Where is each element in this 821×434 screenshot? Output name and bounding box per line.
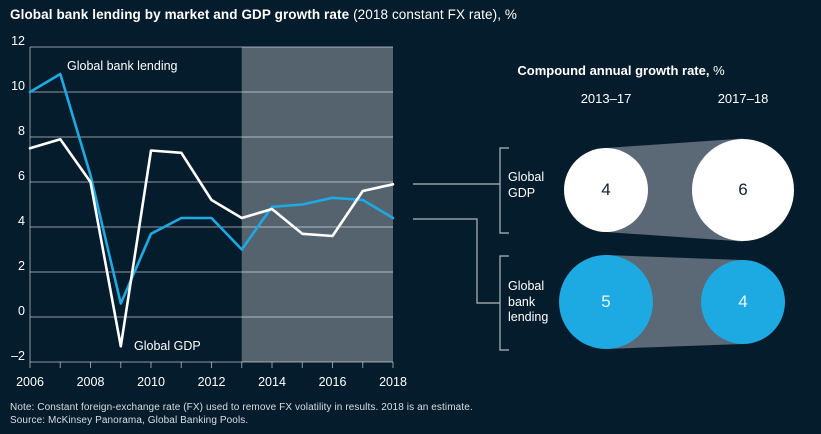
x-axis-label: 2018	[379, 375, 407, 389]
column-header-2017-18: 2017–18	[717, 91, 769, 106]
bracket-lending	[499, 255, 509, 351]
x-axis-label: 2012	[197, 375, 226, 389]
y-axis-label: 8	[18, 124, 25, 138]
y-axis-label: 0	[18, 304, 25, 318]
cagr-value: 6	[738, 179, 748, 199]
column-header-2013-17: 2013–17	[580, 91, 632, 106]
gdp-line-label: Global GDP	[134, 339, 201, 353]
cagr-value: 4	[601, 180, 611, 199]
cagr-value: 5	[601, 291, 611, 311]
x-axis-label: 2014	[258, 375, 286, 389]
lending-line	[28, 72, 395, 305]
lending-line-label: Global bank lending	[67, 59, 178, 73]
y-axis-label: 4	[18, 214, 25, 228]
row-label-global-bank-lending: Global bank lending	[508, 279, 549, 324]
y-axis-label: –2	[11, 349, 25, 363]
chart-title: Global bank lending by market and GDP gr…	[10, 7, 517, 22]
note-text: Note: Constant foreign-exchange rate (FX…	[10, 402, 473, 413]
source-text: Source: McKinsey Panorama, Global Bankin…	[10, 415, 249, 426]
cagr-circle-lending-2017-18: 4	[701, 260, 785, 344]
cagr-circle-gdp-2017-18: 6	[691, 138, 795, 242]
x-axis-label: 2010	[137, 375, 165, 389]
x-axis-label: 2008	[76, 375, 105, 389]
y-axis-label: 6	[18, 169, 25, 183]
x-axis-label: 2016	[318, 375, 347, 389]
row-label-global-gdp: Global GDP	[508, 170, 545, 200]
panel-title-bold: Compound annual growth rate,	[517, 63, 710, 78]
panel-title-regular: %	[709, 63, 725, 78]
y-axis-label: 10	[11, 79, 25, 93]
highlight-band	[241, 47, 393, 362]
connector-lending	[413, 218, 500, 304]
cagr-circle-gdp-2013-17: 4	[564, 148, 648, 232]
chart-title-regular: (2018 constant FX rate), %	[349, 7, 517, 22]
gdp-line	[28, 138, 395, 348]
y-axis-label: 12	[11, 34, 25, 48]
x-axis-label: 2006	[16, 375, 44, 389]
panel-title: Compound annual growth rate, %	[511, 63, 731, 78]
cagr-value: 4	[738, 292, 748, 311]
y-axis-label: 2	[18, 259, 25, 273]
bracket-gdp	[499, 147, 509, 234]
cagr-circle-lending-2013-17: 5	[559, 255, 653, 349]
chart-title-bold: Global bank lending by market and GDP gr…	[10, 7, 350, 22]
